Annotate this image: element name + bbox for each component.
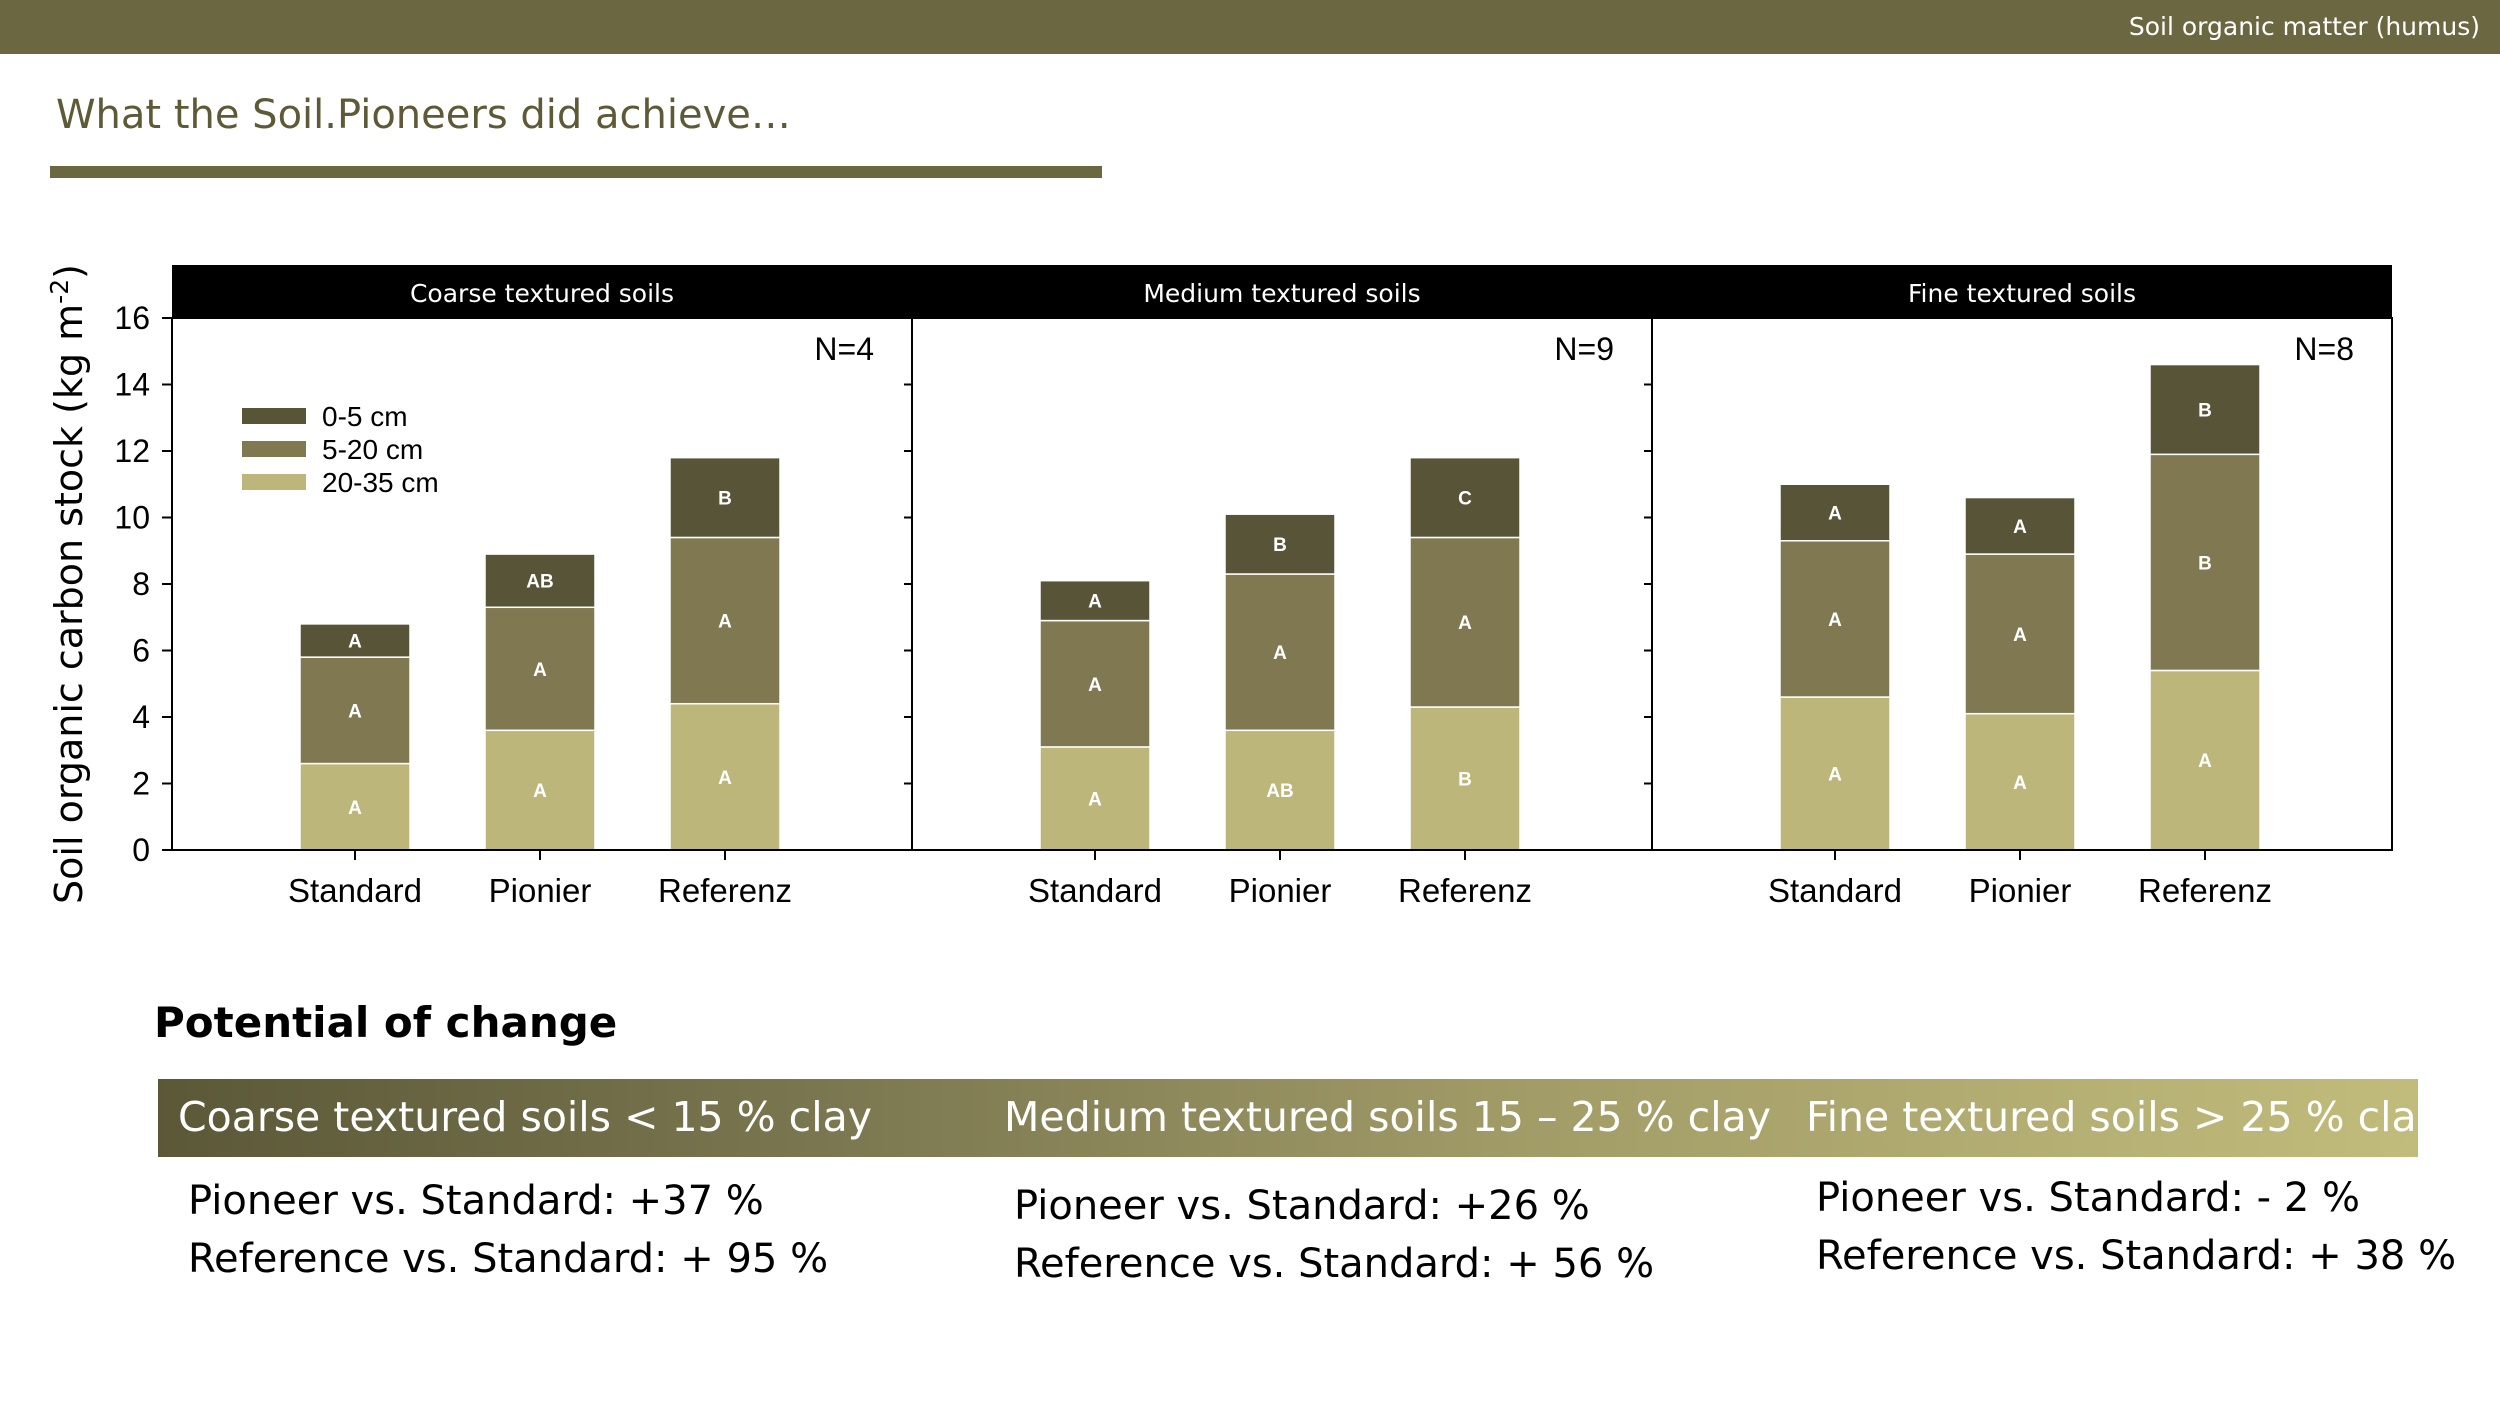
bar-segment: [484, 729, 596, 851]
x-tick-label: Referenz: [1398, 872, 1532, 909]
bar-segment: [1039, 579, 1151, 622]
panel-n-label: N=9: [1554, 331, 1614, 367]
significance-letter: B: [1273, 535, 1287, 556]
bar-segment: [1224, 729, 1336, 851]
x-tick-label: Standard: [1028, 872, 1162, 909]
panel-title: Coarse textured soils: [410, 279, 674, 308]
y-tick-label: 10: [114, 500, 150, 536]
significance-letter: A: [1828, 765, 1842, 786]
x-tick-label: Referenz: [658, 872, 792, 909]
bar-segment: [1964, 553, 2076, 715]
panel-n-label: N=4: [814, 331, 874, 367]
legend-swatch: [242, 441, 306, 457]
significance-letter: A: [1273, 643, 1287, 664]
significance-letter: A: [533, 660, 547, 681]
bar-segment: [1409, 456, 1521, 539]
bar-segment: [1224, 573, 1336, 732]
bar-segment: [1409, 536, 1521, 708]
significance-letter: A: [1088, 592, 1102, 613]
y-tick-label: 12: [114, 433, 150, 469]
significance-letter: A: [2198, 751, 2212, 772]
legend-label: 0-5 cm: [322, 401, 408, 432]
x-tick-label: Pionier: [489, 872, 592, 909]
bar-segment: [1409, 706, 1521, 851]
title-underline: [50, 166, 1102, 178]
x-tick-label: Standard: [288, 872, 422, 909]
soil-class-band: Coarse textured soils < 15 % clay Medium…: [158, 1079, 2441, 1157]
bar-segment: [2149, 363, 2261, 456]
x-tick-label: Pionier: [1969, 872, 2072, 909]
bar-segment: [2149, 453, 2261, 672]
bar-segment: [669, 702, 781, 851]
panel-title: Fine textured soils: [1908, 279, 2136, 308]
change-fine-reference: Reference vs. Standard: + 38 %: [1816, 1233, 2457, 1279]
legend-swatch: [242, 474, 306, 490]
band-label-medium: Medium textured soils 15 – 25 % clay: [1004, 1093, 1771, 1141]
bar-segment: [484, 606, 596, 732]
panel-header-strip: [172, 265, 2392, 319]
top-bar: Soil organic matter (humus): [0, 0, 2500, 54]
panel-title: Medium textured soils: [1143, 279, 1420, 308]
change-medium-pioneer: Pioneer vs. Standard: +26 %: [1014, 1183, 1590, 1229]
significance-letter: A: [348, 798, 362, 819]
page-title: What the Soil.Pioneers did achieve…: [56, 92, 791, 138]
significance-letter: A: [2013, 625, 2027, 646]
y-tick-label: 4: [132, 699, 150, 735]
significance-letter: A: [2013, 773, 2027, 794]
significance-letter: A: [348, 632, 362, 653]
x-tick-label: Standard: [1768, 872, 1902, 909]
significance-letter: B: [1458, 770, 1472, 791]
significance-letter: A: [1088, 789, 1102, 810]
significance-letter: A: [1088, 675, 1102, 696]
legend-swatch: [242, 408, 306, 424]
y-axis-title: Soil organic carbon stock (kg m-2): [45, 264, 92, 904]
change-fine-pioneer: Pioneer vs. Standard: - 2 %: [1816, 1175, 2360, 1221]
legend-label: 20-35 cm: [322, 467, 439, 498]
significance-letter: AB: [1266, 781, 1293, 802]
significance-letter: A: [348, 701, 362, 722]
bar-segment: [484, 553, 596, 609]
legend-label: 5-20 cm: [322, 434, 423, 465]
bar-segment: [669, 456, 781, 539]
y-tick-label: 2: [132, 766, 150, 802]
y-tick-label: 6: [132, 633, 150, 669]
significance-letter: A: [718, 768, 732, 789]
change-coarse-reference: Reference vs. Standard: + 95 %: [188, 1236, 829, 1282]
bar-segment: [299, 762, 411, 851]
change-coarse-pioneer: Pioneer vs. Standard: +37 %: [188, 1178, 764, 1224]
bar-segment: [1964, 496, 2076, 555]
y-tick-label: 0: [132, 832, 150, 868]
y-tick-label: 14: [114, 367, 150, 403]
y-tick-label: 8: [132, 566, 150, 602]
significance-letter: A: [533, 781, 547, 802]
section-label: Soil organic matter (humus): [2128, 12, 2480, 41]
significance-letter: A: [718, 612, 732, 633]
panel-n-label: N=8: [2294, 331, 2354, 367]
x-tick-label: Pionier: [1229, 872, 1332, 909]
bar-segment: [1779, 540, 1891, 698]
x-tick-label: Referenz: [2138, 872, 2272, 909]
significance-letter: B: [2198, 400, 2212, 421]
potential-title: Potential of change: [154, 998, 618, 1047]
bar-segment: [1039, 619, 1151, 748]
significance-letter: AB: [526, 572, 553, 593]
band-label-coarse: Coarse textured soils < 15 % clay: [178, 1093, 872, 1141]
significance-letter: B: [2198, 553, 2212, 574]
band-label-fine: Fine textured soils > 25 % clay: [1806, 1093, 2441, 1141]
bar-segment: [299, 623, 411, 658]
bar-segment: [1779, 483, 1891, 542]
significance-letter: A: [2013, 517, 2027, 538]
bar-segment: [299, 656, 411, 765]
stacked-bar-chart: 0 2 4 6 8 10 12 14 16 Soil organic carbon stock (…: [45, 264, 2393, 909]
significance-letter: A: [1458, 613, 1472, 634]
change-medium-reference: Reference vs. Standard: + 56 %: [1014, 1241, 1655, 1287]
bar-segment: [1964, 712, 2076, 851]
significance-letter: A: [1828, 610, 1842, 631]
significance-letter: A: [1828, 504, 1842, 525]
significance-letter: C: [1458, 489, 1472, 510]
bar-segment: [1224, 513, 1336, 575]
y-tick-label: 16: [114, 300, 150, 336]
significance-letter: B: [718, 489, 732, 510]
bar-segment: [1039, 746, 1151, 851]
